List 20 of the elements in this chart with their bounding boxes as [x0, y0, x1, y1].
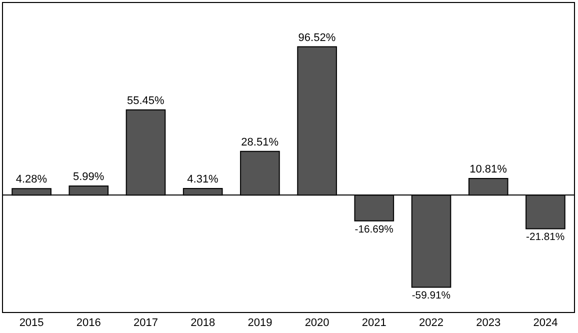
data-label: 5.99%: [72, 170, 104, 183]
x-tick-label: 2024: [533, 317, 558, 330]
x-tick-label: 2016: [76, 317, 101, 330]
x-tick-label: 2023: [476, 317, 501, 330]
data-label: 4.28%: [16, 174, 48, 186]
x-tick-label: 2015: [19, 317, 44, 330]
x-tick-label: 2017: [134, 317, 158, 330]
data-label: 28.51%: [241, 136, 279, 148]
x-tick-label: 2022: [419, 317, 444, 330]
data-label: -16.69%: [354, 224, 394, 236]
x-tick-label: 2021: [362, 317, 386, 330]
data-label: 55.45%: [126, 94, 165, 107]
x-tick-label: 2019: [248, 317, 272, 330]
data-label: -59.91%: [412, 290, 450, 302]
data-label: 96.52%: [298, 32, 336, 44]
data-label: 4.31%: [187, 174, 219, 186]
x-tick-label: 2020: [304, 317, 330, 330]
data-label: -21.81%: [526, 232, 565, 244]
data-label: 10.81%: [470, 164, 508, 176]
x-tick-label: 2018: [190, 317, 216, 330]
